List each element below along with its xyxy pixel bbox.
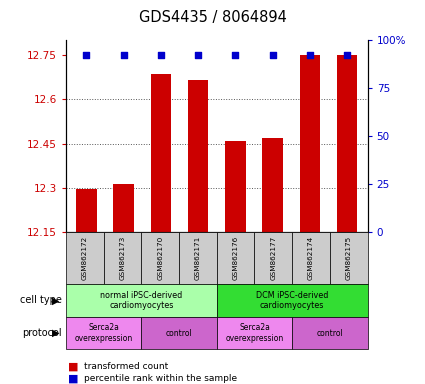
Bar xyxy=(150,74,171,232)
Text: normal iPSC-derived
cardiomyocytes: normal iPSC-derived cardiomyocytes xyxy=(100,291,182,310)
Point xyxy=(232,52,239,58)
Text: control: control xyxy=(166,329,193,338)
Text: transformed count: transformed count xyxy=(84,362,168,371)
Text: cell type: cell type xyxy=(20,295,62,306)
Text: ▶: ▶ xyxy=(52,295,60,306)
Point xyxy=(269,52,276,58)
Point xyxy=(195,52,201,58)
Point xyxy=(120,52,127,58)
Text: GSM862173: GSM862173 xyxy=(119,236,125,280)
Bar xyxy=(337,55,357,232)
Text: GSM862172: GSM862172 xyxy=(82,236,88,280)
Bar xyxy=(262,138,283,232)
Text: GDS4435 / 8064894: GDS4435 / 8064894 xyxy=(139,10,286,25)
Text: GSM862177: GSM862177 xyxy=(270,236,276,280)
Bar xyxy=(76,189,96,232)
Text: ■: ■ xyxy=(68,362,79,372)
Text: Serca2a
overexpression: Serca2a overexpression xyxy=(74,323,133,343)
Text: GSM862175: GSM862175 xyxy=(346,236,352,280)
Text: protocol: protocol xyxy=(22,328,62,338)
Text: control: control xyxy=(317,329,343,338)
Point xyxy=(158,52,164,58)
Bar xyxy=(188,80,208,232)
Text: ▶: ▶ xyxy=(52,328,60,338)
Text: GSM862176: GSM862176 xyxy=(232,236,238,280)
Text: GSM862171: GSM862171 xyxy=(195,236,201,280)
Point xyxy=(344,52,351,58)
Bar xyxy=(300,55,320,232)
Text: DCM iPSC-derived
cardiomyocytes: DCM iPSC-derived cardiomyocytes xyxy=(256,291,329,310)
Point xyxy=(306,52,313,58)
Text: GSM862174: GSM862174 xyxy=(308,236,314,280)
Text: percentile rank within the sample: percentile rank within the sample xyxy=(84,374,237,383)
Bar xyxy=(225,141,246,232)
Bar xyxy=(113,184,134,232)
Text: GSM862170: GSM862170 xyxy=(157,236,163,280)
Point xyxy=(83,52,90,58)
Text: Serca2a
overexpression: Serca2a overexpression xyxy=(225,323,283,343)
Text: ■: ■ xyxy=(68,373,79,383)
